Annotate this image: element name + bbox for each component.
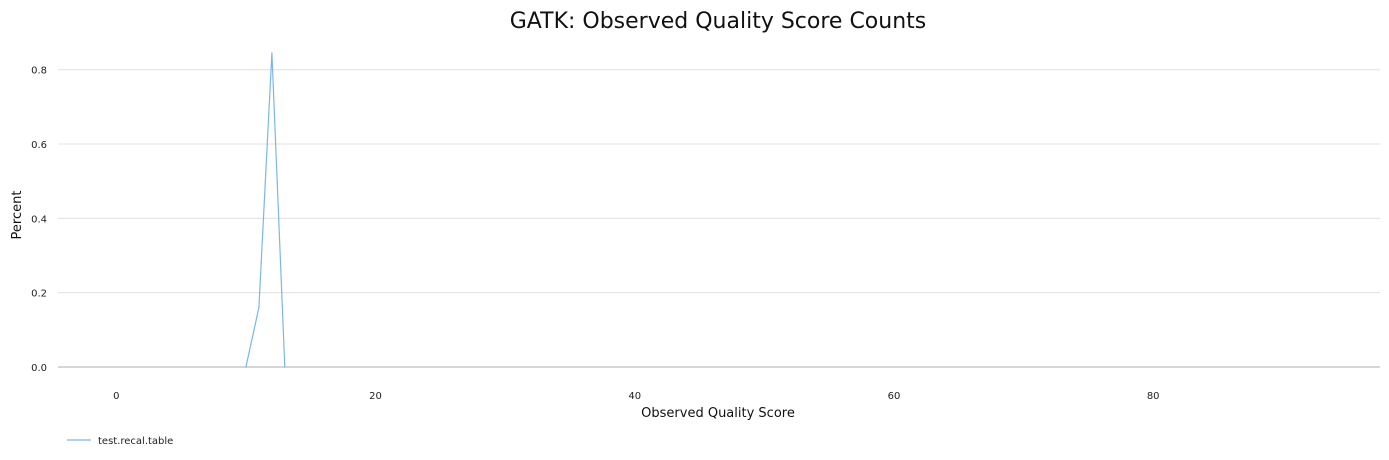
- y-tick-label: 0.4: [31, 214, 47, 225]
- grid: [58, 69, 1380, 368]
- x-tick-label: 20: [369, 391, 382, 402]
- legend[interactable]: test.recal.table: [67, 436, 173, 447]
- y-axis-ticks: 0.0 0.2 0.4 0.6 0.8: [31, 66, 47, 374]
- data-point: [271, 52, 273, 54]
- y-axis-title: Percent: [10, 191, 25, 240]
- legend-item[interactable]: test.recal.table: [67, 436, 173, 447]
- y-tick-label: 0.2: [31, 289, 47, 300]
- series-line: [245, 52, 286, 368]
- y-tick-label: 0.8: [31, 66, 47, 77]
- x-tick-label: 80: [1147, 391, 1160, 402]
- y-tick-label: 0.0: [31, 363, 47, 374]
- x-axis-ticks: 0 20 40 60 80: [113, 391, 1159, 402]
- series-layer: [245, 52, 286, 368]
- chart-title: GATK: Observed Quality Score Counts: [510, 9, 927, 34]
- data-point: [284, 366, 286, 368]
- legend-label: test.recal.table: [98, 436, 173, 447]
- x-axis-title: Observed Quality Score: [641, 406, 795, 421]
- data-point: [258, 306, 260, 309]
- x-tick-label: 0: [113, 391, 119, 402]
- x-tick-label: 40: [628, 391, 641, 402]
- data-point: [245, 366, 247, 368]
- x-tick-label: 60: [888, 391, 901, 402]
- y-tick-label: 0.6: [31, 140, 47, 151]
